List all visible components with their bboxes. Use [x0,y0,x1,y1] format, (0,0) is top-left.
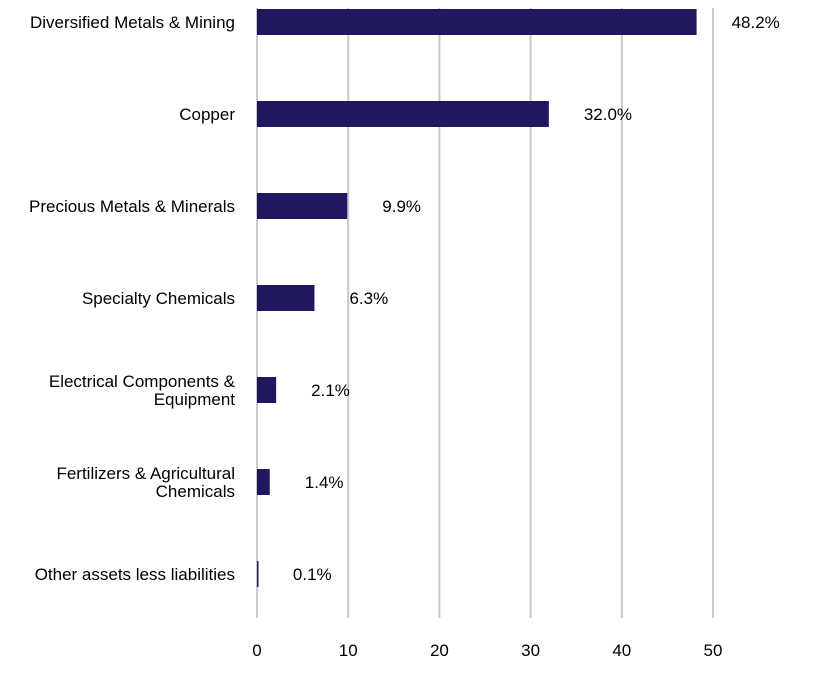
category-label: Equipment [154,390,236,409]
data-label: 9.9% [382,197,421,216]
category-label: Other assets less liabilities [35,565,235,584]
bar [257,193,348,219]
x-tick-label: 10 [339,641,358,660]
data-label: 6.3% [349,289,388,308]
bar [257,101,549,127]
data-label: 48.2% [732,13,780,32]
data-label: 1.4% [305,473,344,492]
category-label: Specialty Chemicals [82,289,235,308]
x-tick-label: 40 [612,641,631,660]
bar [257,469,270,495]
category-label: Electrical Components & [49,372,236,391]
data-label: 32.0% [584,105,632,124]
data-label: 2.1% [311,381,350,400]
bar [257,285,315,311]
category-label: Fertilizers & Agricultural [56,464,235,483]
category-label: Chemicals [156,482,235,501]
bar [257,377,277,403]
bar [257,9,697,35]
data-label: 0.1% [293,565,332,584]
x-tick-label: 30 [521,641,540,660]
x-tick-label: 50 [704,641,723,660]
bar [257,561,259,587]
x-tick-label: 0 [252,641,261,660]
x-tick-label: 20 [430,641,449,660]
category-label: Diversified Metals & Mining [30,13,235,32]
category-label: Precious Metals & Minerals [29,197,235,216]
category-label: Copper [179,105,235,124]
